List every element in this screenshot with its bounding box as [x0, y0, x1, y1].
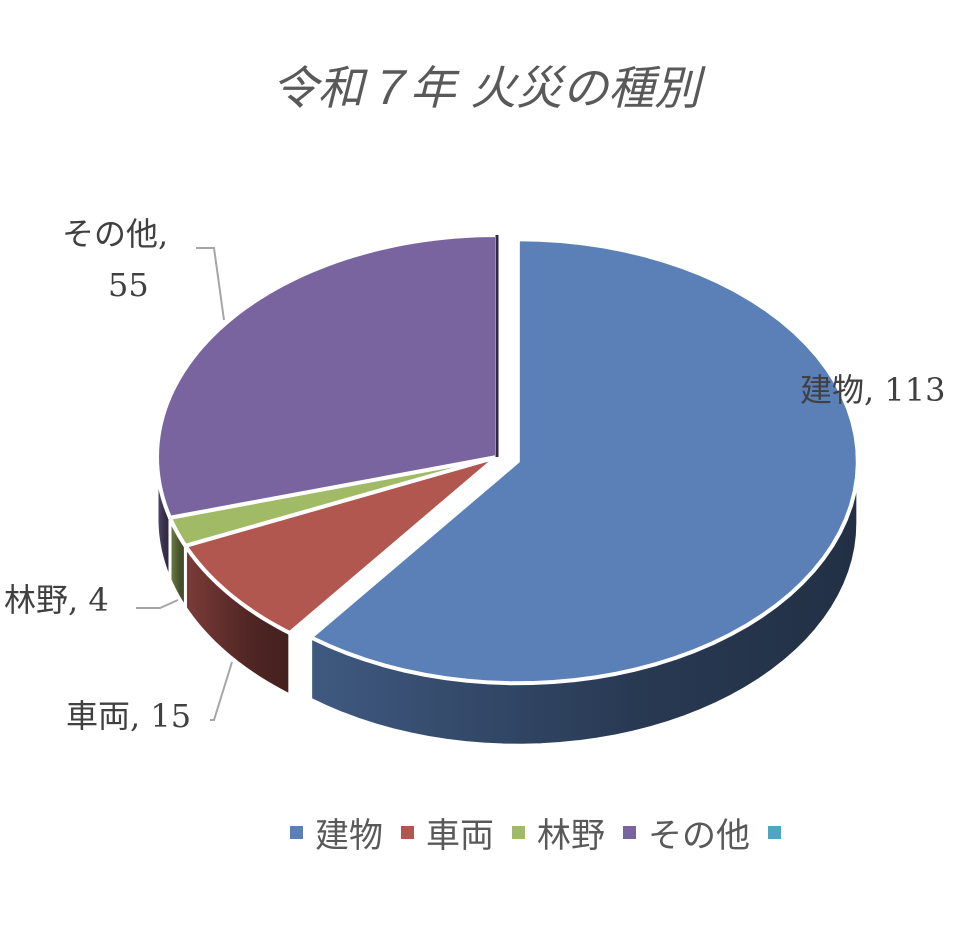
data-label-other-value: 55: [108, 266, 149, 304]
legend-label: 車両: [426, 816, 494, 856]
leader-line-other: [196, 247, 225, 321]
leader-line-vehicle: [210, 661, 233, 721]
data-label-vehicle: 車両, 15: [66, 697, 192, 735]
data-label-other: その他,: [62, 215, 169, 253]
legend-swatch: [290, 826, 303, 839]
legend-swatch: [401, 826, 414, 839]
legend-item-vehicle: 車両: [401, 808, 494, 857]
legend-item-building: 建物: [290, 808, 383, 857]
legend-swatch: [623, 826, 636, 839]
legend-swatch: [512, 826, 525, 839]
legend-label: 建物: [315, 816, 383, 856]
legend: 建物 車両 林野 その他: [290, 808, 811, 857]
legend-label: その他: [648, 816, 750, 856]
chart-title: 令和７年 火災の種別: [271, 61, 701, 115]
data-label-forest: 林野, 4: [4, 581, 109, 619]
pie-slice-vehicle: [183, 455, 499, 636]
leader-line-forest: [136, 599, 179, 609]
pie-slice-other: [155, 233, 499, 520]
pie-slice-forest: [167, 455, 499, 548]
legend-label: 林野: [537, 816, 605, 856]
legend-item-forest: 林野: [512, 808, 605, 857]
legend-item-unnamed: [768, 826, 793, 839]
legend-swatch: [768, 826, 781, 839]
data-label-building: 建物, 113: [800, 371, 946, 409]
pie-slice-building: [308, 237, 860, 686]
legend-item-other: その他: [623, 808, 750, 857]
